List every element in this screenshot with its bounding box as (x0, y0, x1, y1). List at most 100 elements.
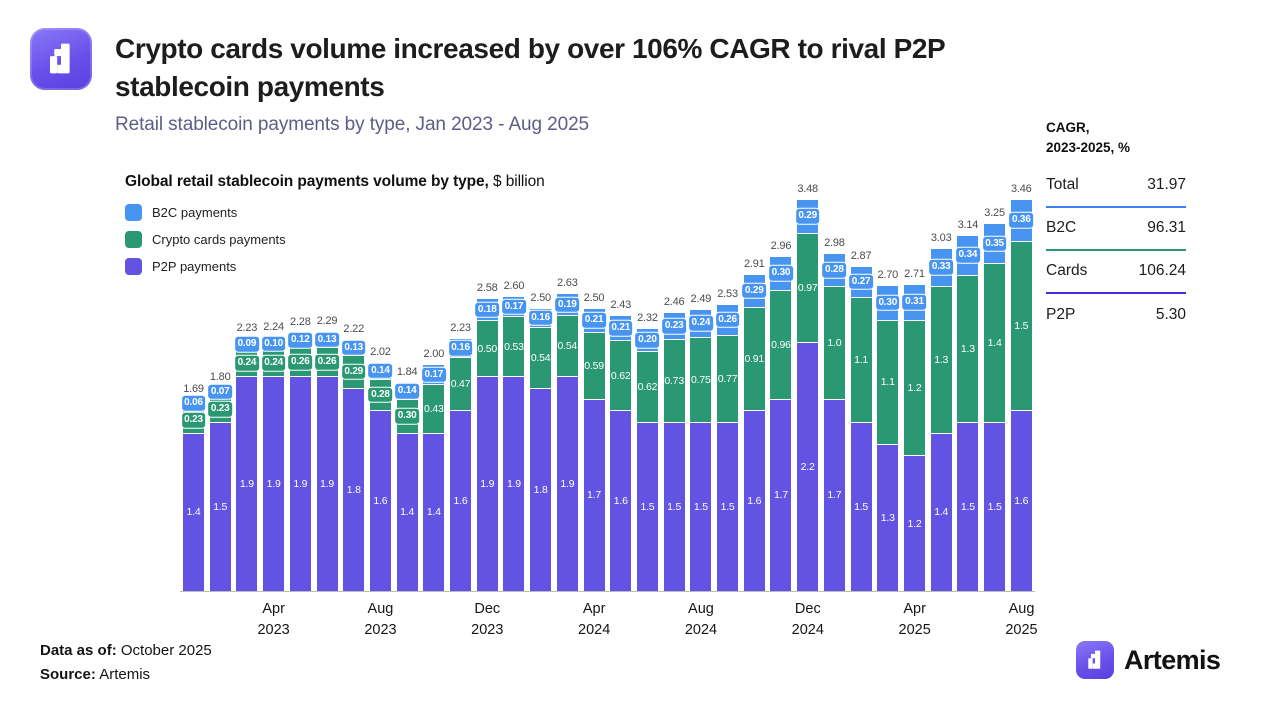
cagr-row-total-label: Total (1046, 176, 1079, 193)
artemis-footer-glyph-icon (1088, 650, 1101, 669)
chart-title-main: Global retail stablecoin payments volume… (125, 173, 489, 190)
bar-segment-cards: 0.26 (287, 346, 314, 377)
x-tick-label: Dec 2024 (791, 601, 824, 639)
bar-segment-b2c: 0.18 (474, 299, 501, 320)
bar-value-label: 1.6 (747, 495, 762, 508)
bar-segment-p2p: 1.5 (957, 421, 979, 591)
artemis-logo-icon (30, 28, 92, 90)
bar-segment-b2c: 0.17 (420, 365, 447, 385)
bar-total-label: 2.32 (637, 311, 658, 324)
bar-segment-p2p: 1.5 (636, 421, 658, 591)
bar-segment-cards: 0.54 (556, 315, 578, 377)
bar-column: 2.29 0.13 0.26 1.9 (314, 165, 340, 591)
bar-value-label: 0.14 (367, 362, 394, 379)
bar-segment-b2c: 0.09 (234, 335, 260, 353)
bar-value-label: 0.36 (1008, 212, 1035, 229)
bar-value-label: 1.0 (827, 336, 842, 349)
bar-segment-b2c: 0.16 (447, 339, 474, 358)
bar-total-label: 2.50 (583, 291, 605, 304)
chart-header: Global retail stablecoin payments volume… (125, 173, 545, 275)
bar-segment-cards: 1.1 (877, 319, 899, 445)
bar-segment-p2p: 1.9 (476, 376, 498, 591)
bar-segment-b2c: 0.26 (714, 305, 741, 335)
bar-segment-cards: 0.62 (636, 351, 658, 422)
bar-value-label: 0.20 (634, 331, 661, 349)
brand-footer: Artemis (1076, 641, 1221, 679)
bar-total-label: 2.23 (236, 322, 258, 335)
bar-segment-cards: 0.30 (394, 398, 420, 433)
bar-value-label: 0.28 (367, 386, 394, 404)
bar-value-label: 0.29 (741, 282, 768, 300)
bar-column: 1.69 0.06 0.23 1.4 (180, 165, 207, 591)
legend-item-b2c: B2C payments (125, 204, 545, 221)
bar-value-label: 0.47 (450, 378, 471, 391)
x-tick-label: Apr 2023 (257, 601, 290, 639)
page-title-line1: Crypto cards volume increased by over 10… (115, 33, 946, 64)
x-tick-label: Apr 2024 (578, 601, 611, 639)
cagr-row-b2c: B2C 96.31 (1046, 208, 1186, 251)
cagr-row-p2p-value: 5.30 (1155, 306, 1186, 323)
bar-value-label: 0.16 (447, 339, 474, 357)
cagr-row-cards: Cards 106.24 (1046, 251, 1186, 294)
bar-column: 2.70 0.30 1.1 1.3 (874, 165, 901, 591)
bar-segment-p2p: 1.6 (450, 410, 472, 591)
bar-segment-cards: 0.75 (690, 336, 712, 422)
x-axis-labels: Apr 2023 Aug 2023 Dec 2023 Apr 2024 Aug 2024 Dec 20… (183, 599, 1037, 647)
cagr-row-b2c-label: B2C (1046, 219, 1077, 236)
bar-column: 2.28 0.12 0.26 1.9 (287, 165, 314, 591)
bar-column: 3.03 0.33 1.3 1.4 (928, 165, 955, 591)
bar-segment-cards: 0.28 (367, 378, 394, 411)
bar-value-label: 0.23 (180, 412, 207, 429)
bar-value-label: 1.5 (693, 500, 708, 513)
bar-total-label: 2.23 (450, 322, 471, 335)
bar-segment-b2c: 0.30 (768, 256, 794, 291)
bar-value-label: 0.14 (394, 382, 420, 400)
bar-value-label: 0.75 (691, 373, 711, 386)
bar-value-label: 0.09 (234, 335, 260, 353)
bar-total-label: 3.46 (1010, 183, 1032, 196)
bar-segment-cards: 0.96 (770, 290, 792, 399)
bar-segment-cards: 1.0 (823, 285, 845, 399)
bar-total-label: 3.25 (984, 206, 1005, 219)
legend-item-cards: Crypto cards payments (125, 231, 545, 248)
bar-segment-p2p: 1.4 (183, 432, 204, 591)
bar-value-label: 0.33 (928, 259, 955, 276)
bar-value-label: 1.5 (854, 500, 869, 513)
bar-value-label: 0.34 (955, 247, 981, 264)
bar-segment-p2p: 1.9 (503, 376, 525, 591)
bar-total-label: 2.58 (476, 282, 498, 295)
bar-value-label: 0.06 (180, 395, 207, 412)
source-value: Artemis (99, 666, 151, 683)
bar-segment-cards: 0.29 (340, 354, 367, 388)
x-tick-label: Aug 2024 (684, 601, 718, 639)
bar-value-label: 0.50 (477, 342, 498, 355)
bar-total-label: 2.24 (263, 320, 284, 333)
legend-label-p2p: P2P payments (152, 259, 237, 274)
cagr-heading-line1: CAGR, (1046, 120, 1090, 135)
bar-segment-b2c: 0.12 (287, 331, 314, 349)
bar-value-label: 0.10 (260, 335, 287, 352)
bar-segment-p2p: 1.7 (770, 398, 792, 591)
bar-value-label: 0.62 (610, 369, 631, 382)
bar-column: 2.00 0.17 0.43 1.4 (420, 165, 447, 591)
cagr-row-p2p: P2P 5.30 (1046, 294, 1186, 337)
legend-swatch-cards (125, 231, 142, 248)
bar-segment-p2p: 1.9 (236, 376, 258, 591)
cagr-row-cards-label: Cards (1046, 262, 1088, 279)
bar-value-label: 1.9 (480, 478, 495, 491)
bar-column: 1.80 0.07 0.23 1.5 (207, 165, 234, 591)
bar-value-label: 0.21 (607, 320, 634, 337)
legend-swatch-p2p (125, 258, 142, 275)
bar-value-label: 0.17 (501, 298, 527, 316)
bar-segment-p2p: 1.4 (423, 432, 445, 591)
bar-total-label: 2.91 (743, 257, 765, 270)
bar-segment-cards: 0.47 (450, 357, 472, 411)
x-axis-baseline (180, 591, 1035, 592)
bar-value-label: 0.26 (714, 311, 741, 329)
bar-column: 2.46 0.23 0.73 1.5 (661, 165, 687, 591)
bar-value-label: 1.1 (854, 353, 869, 366)
bar-value-label: 0.12 (287, 331, 314, 349)
bar-column: 2.32 0.20 0.62 1.5 (634, 165, 661, 591)
bar-value-label: 0.18 (474, 301, 501, 318)
